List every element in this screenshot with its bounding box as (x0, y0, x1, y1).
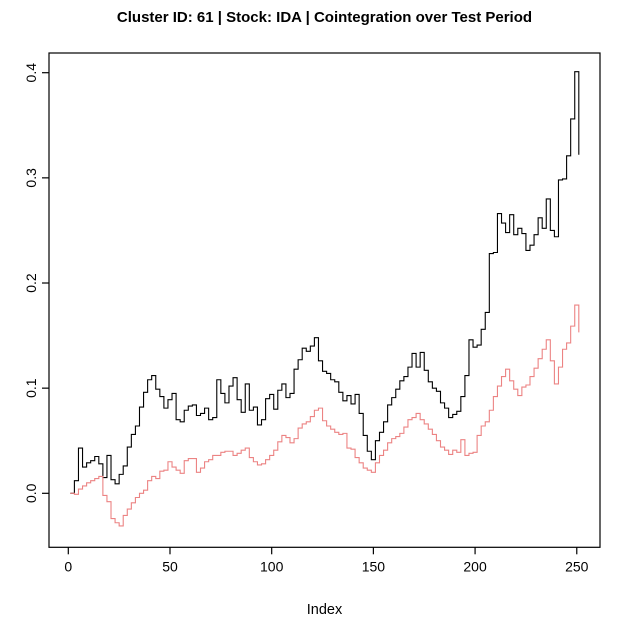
x-tick-label: 50 (162, 558, 178, 574)
y-tick-label: 0.1 (23, 378, 39, 398)
x-axis-label: Index (306, 602, 343, 618)
data-series (70, 71, 580, 527)
plot-border (48, 52, 601, 548)
chart-title: Cluster ID: 61 | Stock: IDA | Cointegrat… (116, 9, 533, 26)
series-black-line (70, 71, 580, 494)
y-tick-label: 0.2 (23, 273, 39, 293)
x-tick-label: 150 (362, 558, 386, 574)
axis-ticks: 0 50 100 150 200 250 0.0 0.1 0.2 0.3 0.4 (23, 63, 589, 575)
x-tick-label: 200 (463, 558, 487, 574)
x-tick-label: 100 (260, 558, 284, 574)
y-tick-label: 0.0 (23, 483, 39, 503)
x-tick-label: 250 (565, 558, 589, 574)
x-tick-label: 0 (64, 558, 72, 574)
series-red-line (70, 304, 580, 527)
y-tick-label: 0.4 (23, 63, 39, 83)
y-tick-label: 0.3 (23, 168, 39, 188)
